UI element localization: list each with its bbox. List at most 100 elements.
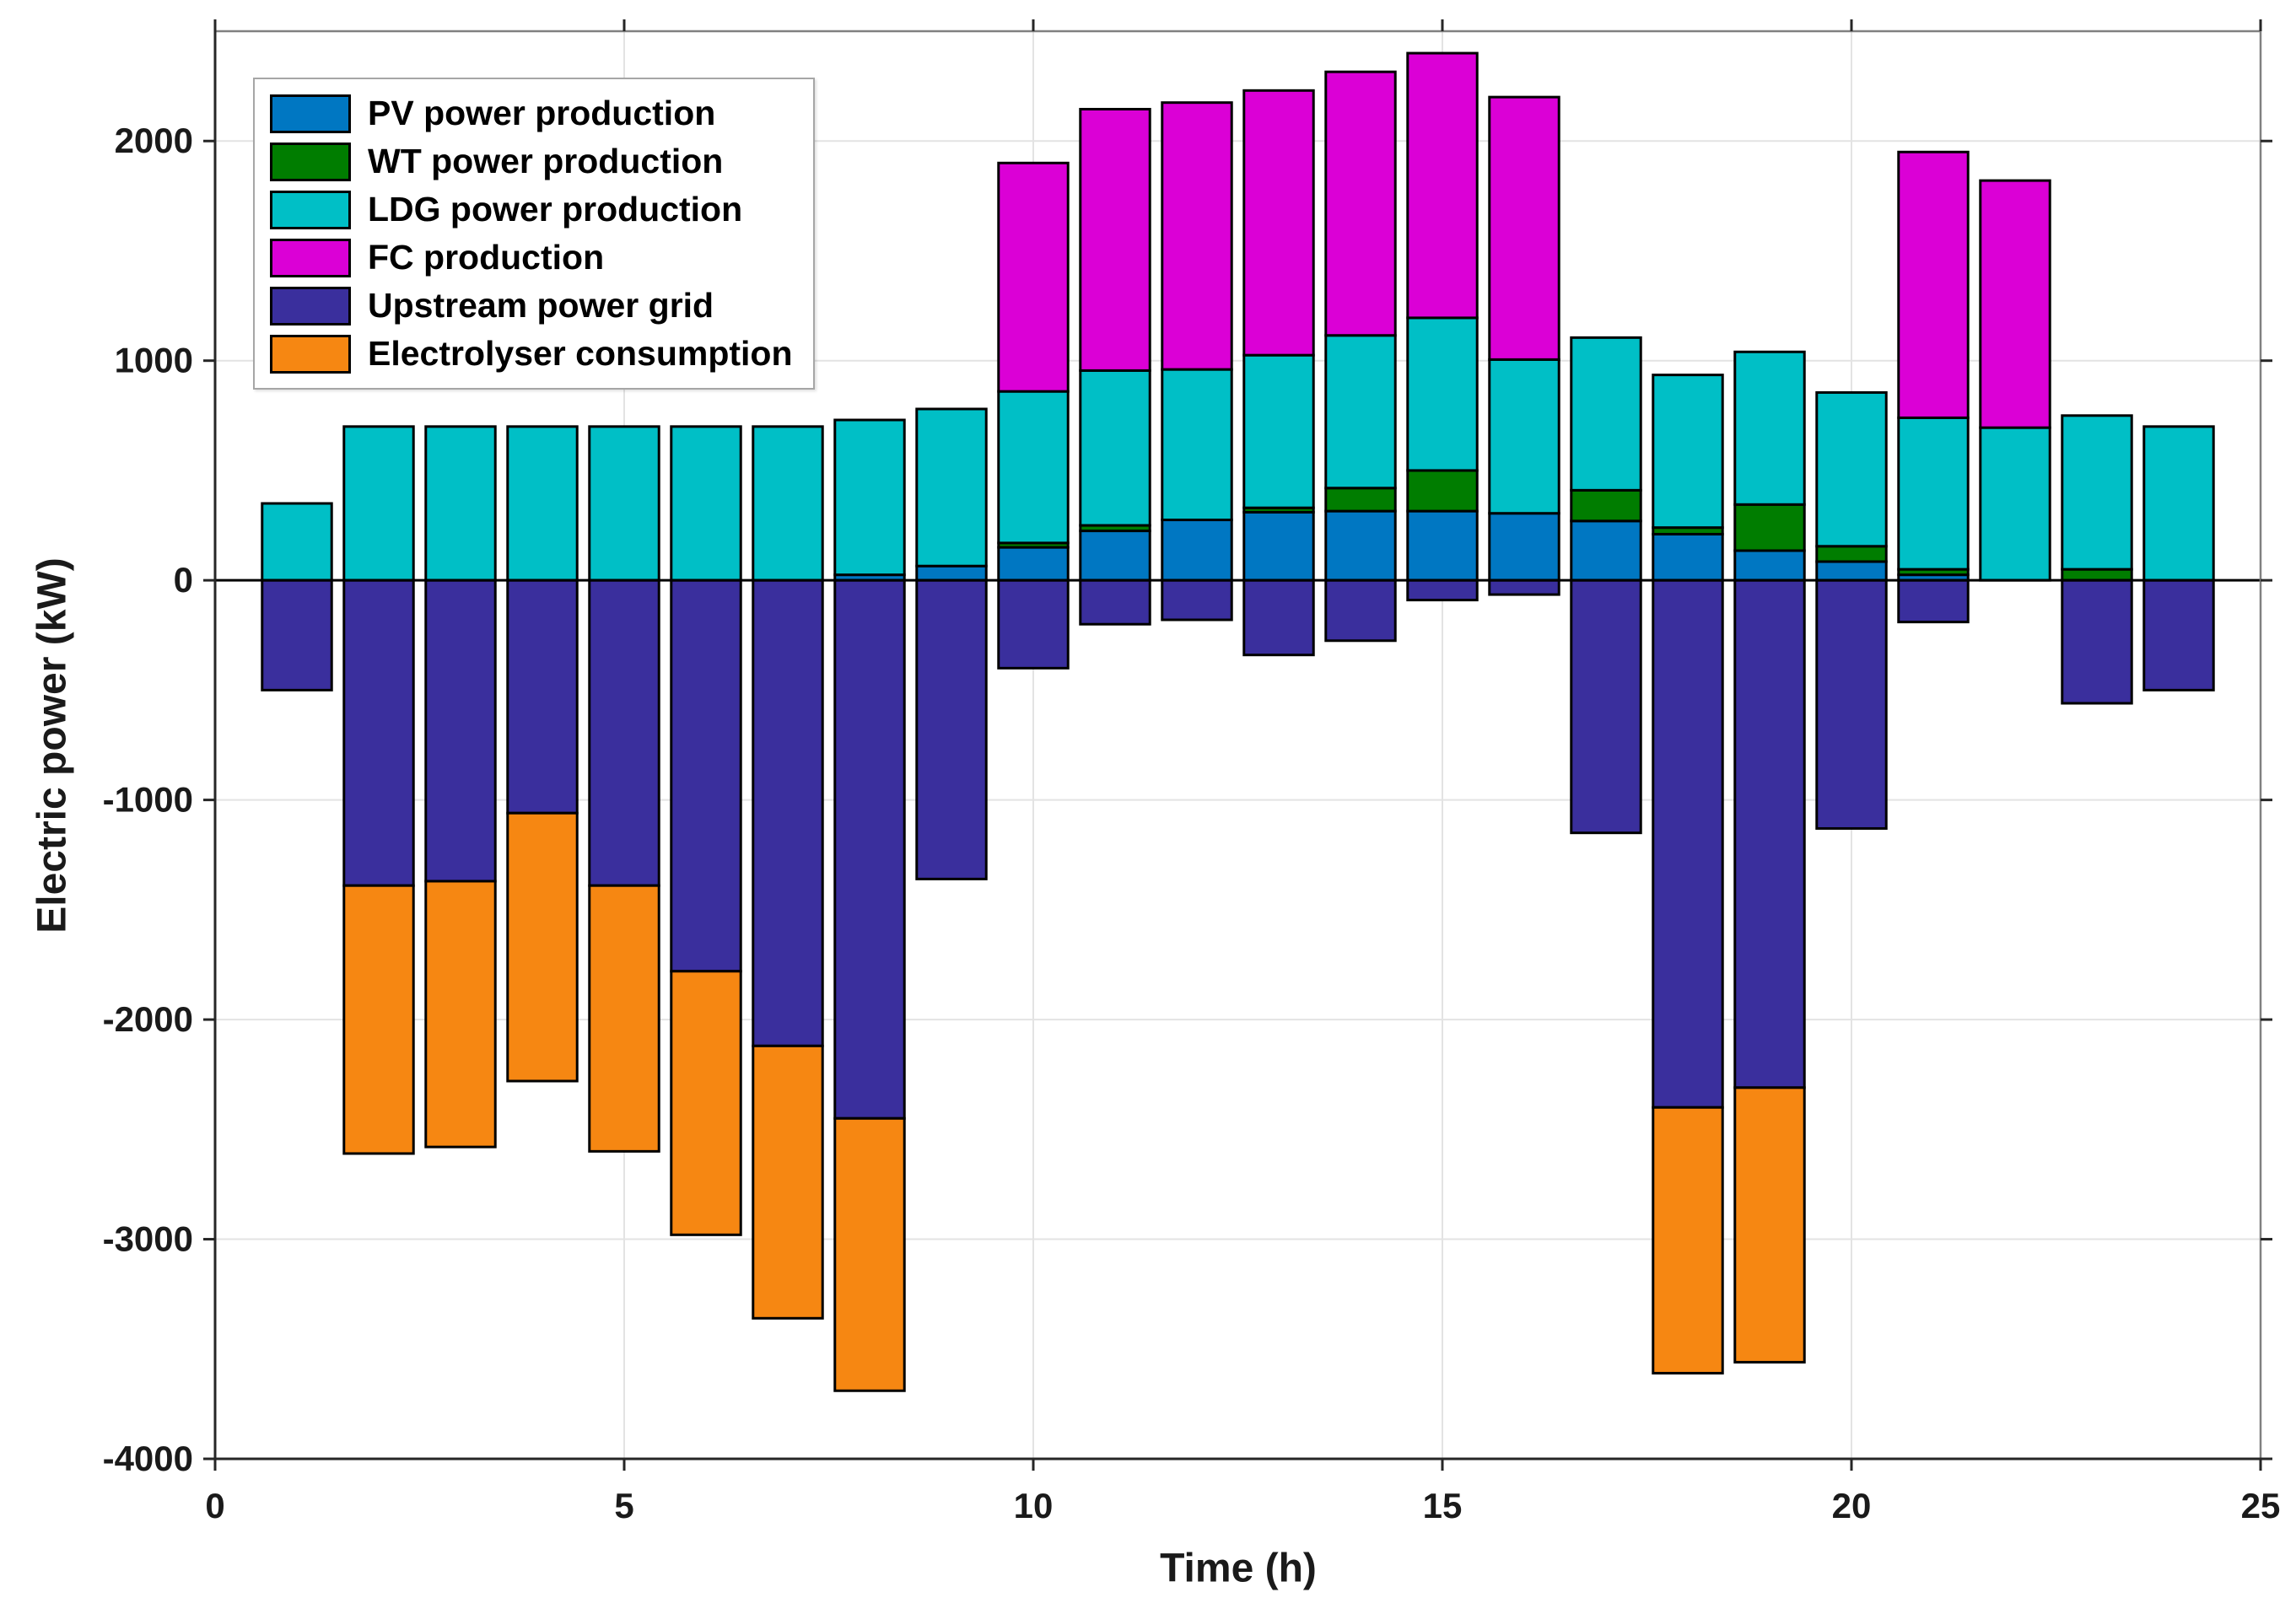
x-tick-label: 20	[1832, 1486, 1872, 1525]
bar-segment	[1733, 578, 1806, 1089]
bar-segment	[1161, 519, 1233, 582]
bar-segment	[588, 425, 660, 582]
x-axis-title: Time (h)	[1160, 1546, 1317, 1591]
legend-item-pv: PV power production	[270, 93, 793, 134]
y-tick-label: -1000	[103, 780, 193, 820]
bar-segment	[1897, 416, 1970, 571]
bar-segment	[2142, 425, 2215, 582]
bar-segment	[424, 578, 497, 883]
bar-segment	[997, 161, 1070, 393]
bar-segment	[1897, 578, 1970, 624]
bar-segment	[1979, 426, 2051, 582]
bar-segment	[1897, 150, 1970, 419]
bar-segment	[342, 884, 415, 1155]
legend-label-fc: FC production	[368, 238, 605, 277]
bar-segment	[1570, 336, 1642, 492]
bar-segment	[915, 407, 988, 568]
bar-segment	[1242, 510, 1315, 582]
legend-item-wt: WT power production	[270, 141, 793, 182]
legend-item-grid: Upstream power grid	[270, 285, 793, 326]
bar-segment	[506, 425, 579, 582]
bar-segment	[1161, 368, 1233, 522]
legend-item-fc: FC production	[270, 237, 793, 278]
legend-swatch-pv	[270, 94, 351, 133]
legend-item-elec: Electrolyser consumption	[270, 333, 793, 374]
bar-segment	[1242, 578, 1315, 657]
bar-segment	[1161, 578, 1233, 621]
bar-segment	[833, 578, 906, 1120]
bar-segment	[342, 578, 415, 887]
bar-segment	[1733, 503, 1806, 552]
bar-segment	[342, 425, 415, 582]
bar-segment	[1570, 519, 1642, 582]
x-tick-label: 25	[2241, 1486, 2281, 1525]
bar-segment	[261, 578, 333, 691]
bar-segment	[1488, 512, 1560, 582]
bar-segment	[2061, 414, 2133, 571]
x-tick-label: 10	[1014, 1486, 1054, 1525]
bar-segment	[1733, 549, 1806, 582]
y-tick-label: -4000	[103, 1439, 193, 1478]
bar-segment	[1652, 532, 1724, 582]
bar-segment	[752, 1044, 824, 1320]
bar-segment	[2061, 568, 2133, 582]
legend-swatch-wt	[270, 142, 351, 181]
bar-segment	[506, 578, 579, 815]
bar-segment	[833, 418, 906, 577]
bar-segment	[1979, 179, 2051, 429]
bar-segment	[2142, 578, 2215, 691]
bar-segment	[1324, 578, 1397, 643]
bar-segment	[1406, 578, 1479, 602]
legend-label-elec: Electrolyser consumption	[368, 334, 793, 373]
bar-segment	[1406, 316, 1479, 472]
bar-segment	[1324, 487, 1397, 513]
legend-swatch-fc	[270, 238, 351, 277]
bar-segment	[1079, 530, 1151, 582]
bar-segment	[2061, 578, 2133, 705]
x-tick-label: 0	[205, 1486, 224, 1525]
legend-label-wt: WT power production	[368, 142, 724, 180]
legend-item-ldg: LDG power production	[270, 189, 793, 230]
bar-segment	[1488, 358, 1560, 515]
bar-segment	[1324, 334, 1397, 490]
x-tick-label: 5	[614, 1486, 633, 1525]
bar-segment	[670, 970, 742, 1236]
bar-segment	[1815, 545, 1888, 563]
x-tick-label: 15	[1423, 1486, 1463, 1525]
bar-segment	[1324, 509, 1397, 582]
legend: PV power production WT power production …	[253, 78, 815, 390]
bar-segment	[1488, 578, 1560, 596]
legend-swatch-elec	[270, 334, 351, 374]
y-tick-label: -3000	[103, 1219, 193, 1259]
bar-segment	[1652, 578, 1724, 1109]
bar-segment	[997, 390, 1070, 545]
bar-segment	[424, 880, 497, 1149]
bar-segment	[1406, 509, 1479, 582]
bar-segment	[588, 884, 660, 1153]
y-tick-label: 1000	[115, 341, 193, 380]
bar-segment	[915, 578, 988, 880]
bar-segment	[588, 578, 660, 887]
bar-segment	[997, 546, 1070, 582]
bar-segment	[670, 578, 742, 973]
y-tick-label: 2000	[115, 121, 193, 160]
legend-swatch-grid	[270, 286, 351, 325]
bar-segment	[1815, 560, 1888, 582]
bar-segment	[752, 425, 824, 582]
bar-segment	[997, 578, 1070, 670]
bar-segment	[1652, 374, 1724, 530]
bar-segment	[506, 811, 579, 1083]
bar-segment	[1406, 51, 1479, 320]
bar-segment	[1079, 107, 1151, 372]
bar-segment	[752, 578, 824, 1047]
bar-segment	[1570, 578, 1642, 835]
legend-label-ldg: LDG power production	[368, 190, 743, 229]
bar-segment	[1406, 469, 1479, 513]
bar-segment	[1242, 353, 1315, 509]
bar-segment	[1488, 95, 1560, 361]
bar-segment	[424, 425, 497, 582]
legend-label-grid: Upstream power grid	[368, 286, 714, 325]
bar-segment	[1242, 89, 1315, 357]
bar-segment	[670, 425, 742, 582]
